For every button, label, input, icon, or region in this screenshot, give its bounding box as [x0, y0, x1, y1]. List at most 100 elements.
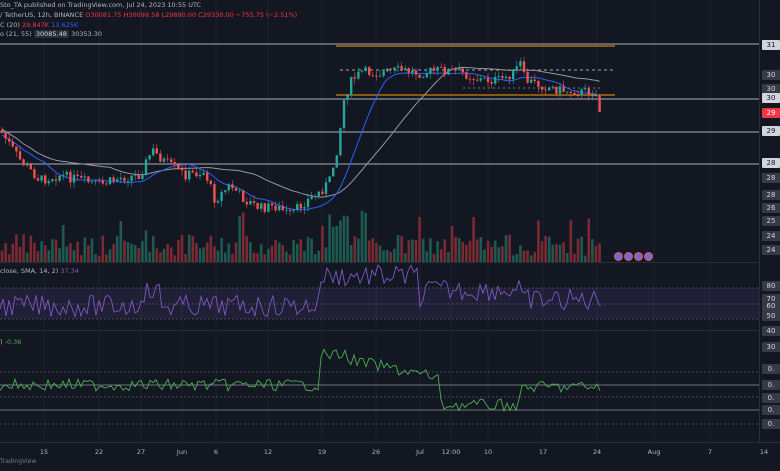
osc-scale-label: 0.: [762, 393, 780, 403]
time-tick-label: Jul: [416, 448, 424, 456]
price-scale-label: 25: [762, 216, 780, 226]
candle-body: [144, 159, 148, 175]
volume-bar: [238, 216, 241, 262]
event-flag-icon[interactable]: [644, 252, 653, 261]
event-flag-icon[interactable]: [624, 252, 633, 261]
candlesticks: [0, 56, 601, 216]
candle-body: [285, 210, 288, 211]
volume-bar: [360, 210, 364, 262]
volume-bar: [267, 248, 270, 262]
volume-bar: [285, 251, 288, 262]
candle-body: [497, 75, 500, 77]
volume-bar: [141, 241, 144, 262]
volume-bar: [313, 253, 317, 262]
volume-bar: [342, 215, 346, 262]
rsi-scale-label: 80: [762, 281, 780, 291]
candle-body: [411, 70, 414, 73]
time-tick-label: 24: [592, 448, 602, 456]
volume-bar: [11, 243, 15, 262]
volume-bar: [490, 246, 493, 262]
volume-bar: [353, 236, 357, 262]
candle-body: [105, 183, 108, 185]
volume-bar: [274, 239, 277, 262]
ma-label: C (20): [0, 21, 20, 29]
symbol-text: / TetherUS, 12h, BINANCE: [0, 11, 84, 19]
rsi-scale-label: 70: [762, 294, 780, 304]
volume-bar: [389, 252, 393, 262]
candle-body: [231, 184, 234, 189]
candle-body: [119, 177, 122, 180]
volume-bar: [504, 235, 508, 262]
volume-bar: [479, 237, 483, 262]
candle-body: [508, 76, 511, 80]
event-flag-icon[interactable]: [614, 252, 623, 261]
ema-legend[interactable]: o (21, 55) 30085.48 30353.30: [0, 30, 102, 39]
pane-separator[interactable]: [0, 262, 780, 263]
volume-bar: [263, 254, 267, 262]
volume-bar: [43, 245, 47, 262]
volume-bar: [540, 241, 544, 262]
candle-body: [216, 200, 220, 203]
candle-body: [580, 89, 583, 96]
volume-bar: [112, 244, 115, 262]
osc-value: -0.36: [4, 338, 22, 346]
rsi-pane[interactable]: [0, 262, 760, 330]
volume-bar: [443, 239, 447, 262]
candle-body: [278, 206, 281, 211]
volume-bar: [252, 252, 256, 262]
time-tick-label: 14: [759, 448, 769, 456]
volume-bar: [198, 248, 202, 262]
pane-separator-2[interactable]: [0, 330, 780, 331]
publisher-text: Sto_TA published on TradingView.com, Jul…: [0, 1, 202, 9]
price-scale[interactable]: 31 30 30 30 29 29 28 28 28 26 25 24 24 80 70 60 50 40 30 0.…: [759, 0, 780, 442]
volume-bar: [587, 218, 591, 262]
candle-body: [245, 201, 248, 205]
candle-body: [11, 141, 14, 147]
candle-body: [364, 67, 367, 71]
time-axis[interactable]: 15 22 27 Jun 6 12 19 26 Jul 12:00 10 17 24 Aug 7 14: [0, 442, 780, 471]
rsi-legend[interactable]: close, SMA, 14, 2) 37.34: [0, 267, 79, 276]
symbol-legend[interactable]: / TetherUS, 12h, BINANCE O30081.75 H3009…: [0, 11, 297, 20]
volume-bar: [249, 242, 252, 262]
volume-bar: [58, 248, 61, 262]
candle-body: [94, 180, 97, 182]
volume-bar: [501, 246, 504, 262]
volume-bar: [144, 230, 148, 262]
candle-body: [310, 196, 313, 199]
volume-bar: [371, 238, 375, 262]
price-chart-pane[interactable]: [0, 0, 760, 262]
volume-bar: [472, 216, 475, 262]
volume-bar: [447, 252, 450, 262]
candle-body: [591, 95, 594, 97]
candle-body: [188, 170, 191, 180]
event-flag-icon[interactable]: [634, 252, 643, 261]
price-scale-label: 30: [762, 70, 780, 80]
volume-bar: [18, 246, 22, 262]
oscillator-pane[interactable]: [0, 330, 760, 442]
candle-body: [544, 89, 547, 91]
event-flags[interactable]: [614, 252, 653, 261]
candle-body: [353, 77, 356, 79]
rsi-scale-label: 40: [762, 326, 780, 336]
tradingview-logo: TradingView: [0, 458, 37, 465]
candle-body: [58, 175, 61, 181]
rsi-band: [0, 288, 760, 319]
volume-bar: [569, 220, 573, 262]
candle-body: [533, 79, 536, 81]
candle-body: [209, 180, 212, 185]
candle-body: [123, 177, 126, 182]
volume-bar: [414, 240, 418, 262]
volume-bar: [583, 255, 587, 262]
candle-body: [62, 174, 65, 176]
candle-body: [40, 175, 43, 181]
candle-body: [440, 66, 443, 68]
osc-legend[interactable]: ) -0.36: [0, 338, 21, 347]
price-scale-label: 31: [762, 40, 780, 50]
volume-bar: [537, 220, 540, 262]
volume-bar: [400, 235, 403, 262]
ma-legend[interactable]: C (20) 29.847K 13.625K: [0, 21, 78, 30]
volume-bar: [133, 244, 137, 262]
time-tick-label: 7: [707, 448, 713, 456]
volume-bar: [331, 226, 335, 262]
candle-body: [26, 164, 29, 166]
